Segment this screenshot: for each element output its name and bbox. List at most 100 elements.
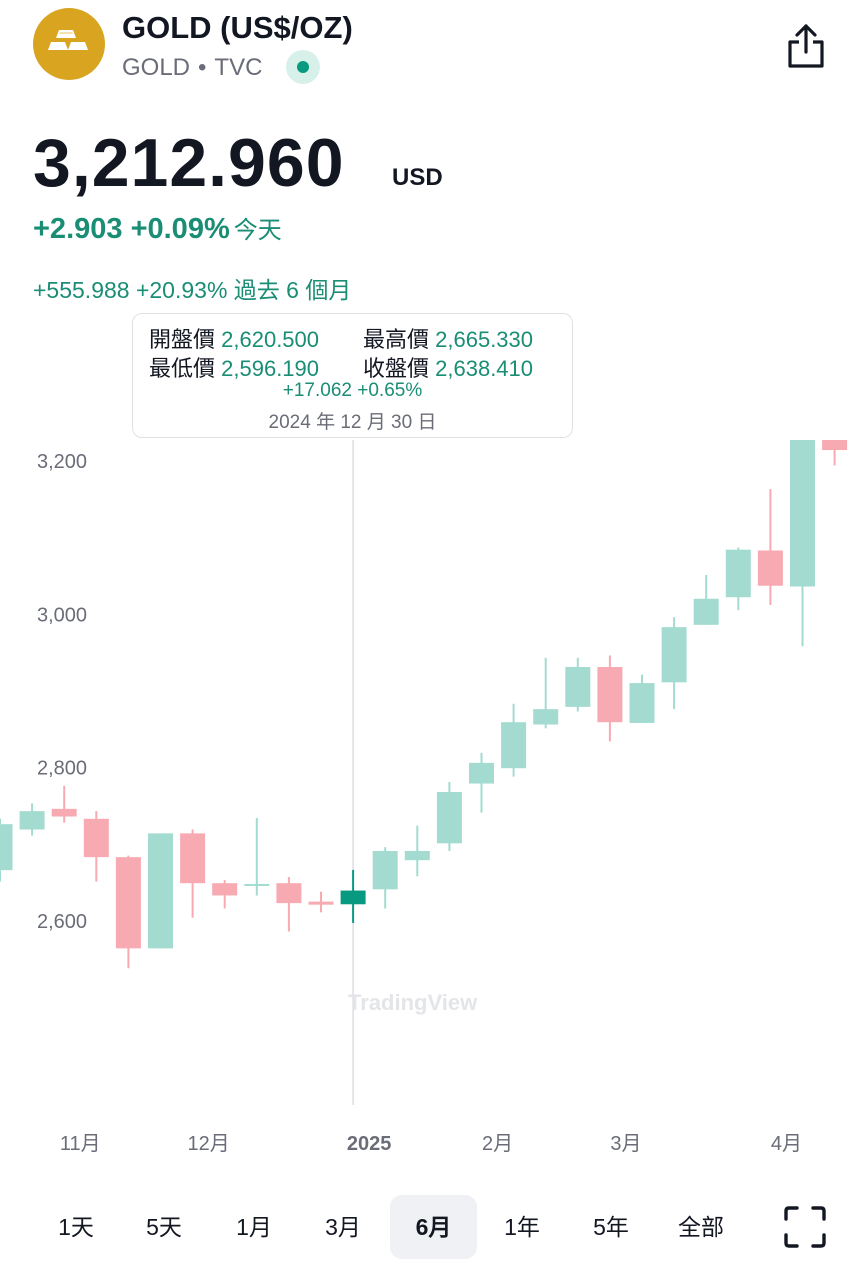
candle[interactable] [661, 617, 687, 710]
candle-body [308, 901, 334, 905]
open-label: 開盤價 [149, 327, 216, 352]
candle-body [276, 883, 302, 904]
candle-body [693, 598, 719, 625]
candle-body [244, 883, 270, 886]
candle-body [790, 440, 815, 587]
range-tab-5d[interactable]: 5天 [146, 1214, 182, 1240]
candle[interactable] [693, 575, 719, 625]
candle[interactable] [822, 440, 848, 466]
candle[interactable] [501, 703, 527, 777]
candle[interactable] [180, 829, 206, 918]
candle[interactable] [83, 811, 109, 882]
candle[interactable] [757, 489, 783, 605]
candle-body [661, 627, 687, 683]
symbol-code: GOLD [122, 54, 191, 81]
close-label: 收盤價 [363, 356, 430, 381]
candle-body [565, 667, 591, 707]
share-button[interactable] [785, 22, 827, 70]
candle-body [757, 550, 783, 586]
candle[interactable] [148, 833, 173, 949]
price-chart[interactable]: 2,600 2,800 3,000 3,200 11月 12月 2025 2月 3月 4月 [0, 440, 866, 1180]
candle-body [501, 722, 527, 769]
candle-body [404, 851, 430, 861]
range-tab-1d[interactable]: 1天 [58, 1214, 94, 1240]
range-tab-6m[interactable]: 6月 [390, 1195, 477, 1259]
low-label: 最低價 [149, 356, 216, 381]
high-value: 2,665.330 [435, 327, 534, 352]
candle[interactable] [276, 877, 302, 932]
candle[interactable] [308, 891, 334, 913]
range-tab-3m[interactable]: 3月 [325, 1214, 361, 1240]
ohlc-tooltip: 開盤價 2,620.500 最高價 2,665.330 最低價 2,596.19… [132, 313, 573, 438]
fullscreen-icon [784, 1206, 826, 1248]
x-tick-label: 3月 [610, 1133, 641, 1155]
tooltip-change: +17.062 +0.65% [282, 380, 423, 401]
candle-body [115, 857, 141, 949]
share-icon [788, 24, 824, 68]
candle-body [372, 851, 398, 890]
candle[interactable] [19, 803, 45, 836]
candle[interactable] [565, 657, 591, 712]
x-tick-label: 11月 [60, 1133, 101, 1155]
candle[interactable] [469, 752, 494, 813]
header: GOLD (US$/OZ) GOLD • TVC [0, 0, 866, 100]
symbol-subtitle: GOLD • TVC [122, 54, 262, 82]
market-open-indicator-icon [286, 50, 320, 84]
candle-body [822, 440, 848, 451]
candle-body [436, 791, 462, 844]
change-period: +555.988 +20.93% 過去 6 個月 [33, 277, 352, 303]
fullscreen-button[interactable] [783, 1205, 827, 1249]
candle[interactable] [340, 869, 366, 923]
candle-body [469, 762, 494, 784]
range-tab-all[interactable]: 全部 [678, 1214, 724, 1240]
gold-bars-logo-icon [33, 8, 105, 80]
candle[interactable] [436, 782, 462, 851]
tooltip-date: 2024 年 12 月 30 日 [268, 412, 437, 433]
candle-body [51, 808, 77, 817]
x-tick-label: 12月 [188, 1133, 230, 1155]
candle-body [725, 549, 751, 598]
candle-body [0, 824, 13, 871]
range-tab-5y[interactable]: 5年 [593, 1214, 629, 1240]
candle[interactable] [51, 785, 77, 823]
currency-label: USD [392, 164, 443, 191]
candle[interactable] [597, 655, 623, 742]
y-tick-label: 3,000 [37, 604, 87, 626]
change-today: +2.903 +0.09% 今天 [33, 210, 282, 246]
range-selector: 1天 5天 1月 3月 6月 1年 5年 全部 [0, 1195, 866, 1259]
change-today-label: 今天 [233, 217, 282, 244]
range-tab-1y[interactable]: 1年 [504, 1214, 540, 1240]
candle-body [19, 811, 45, 830]
change-today-value: +2.903 +0.09% [33, 213, 230, 245]
tradingview-watermark: TradingView [348, 990, 478, 1015]
candle-body [148, 833, 173, 949]
range-tab-1m[interactable]: 1月 [236, 1214, 272, 1240]
high-label: 最高價 [363, 327, 430, 352]
y-tick-label: 3,200 [37, 451, 87, 473]
candle[interactable] [0, 818, 13, 882]
x-tick-label: 2月 [482, 1133, 513, 1155]
candle[interactable] [790, 440, 815, 647]
exchange-name: TVC [214, 54, 263, 81]
x-tick-label: 4月 [771, 1133, 802, 1155]
candle-body [212, 883, 238, 896]
symbol-title: GOLD (US$/OZ) [122, 10, 353, 45]
separator-dot: • [198, 54, 207, 81]
candle[interactable] [629, 674, 655, 723]
candle[interactable] [244, 818, 270, 896]
last-price: 3,212.960 [33, 125, 345, 201]
candle[interactable] [115, 855, 141, 969]
candle-body [597, 667, 623, 723]
candle[interactable] [212, 880, 238, 909]
candle[interactable] [533, 657, 559, 729]
candle[interactable] [725, 547, 751, 611]
candle[interactable] [404, 825, 430, 877]
candle-body [340, 890, 366, 905]
candle[interactable] [372, 847, 398, 909]
open-value: 2,620.500 [221, 327, 320, 352]
x-tick-label: 2025 [347, 1133, 392, 1155]
candle-body [83, 818, 109, 858]
candle-body [629, 683, 655, 723]
y-tick-label: 2,800 [37, 758, 87, 780]
low-value: 2,596.190 [221, 356, 320, 381]
